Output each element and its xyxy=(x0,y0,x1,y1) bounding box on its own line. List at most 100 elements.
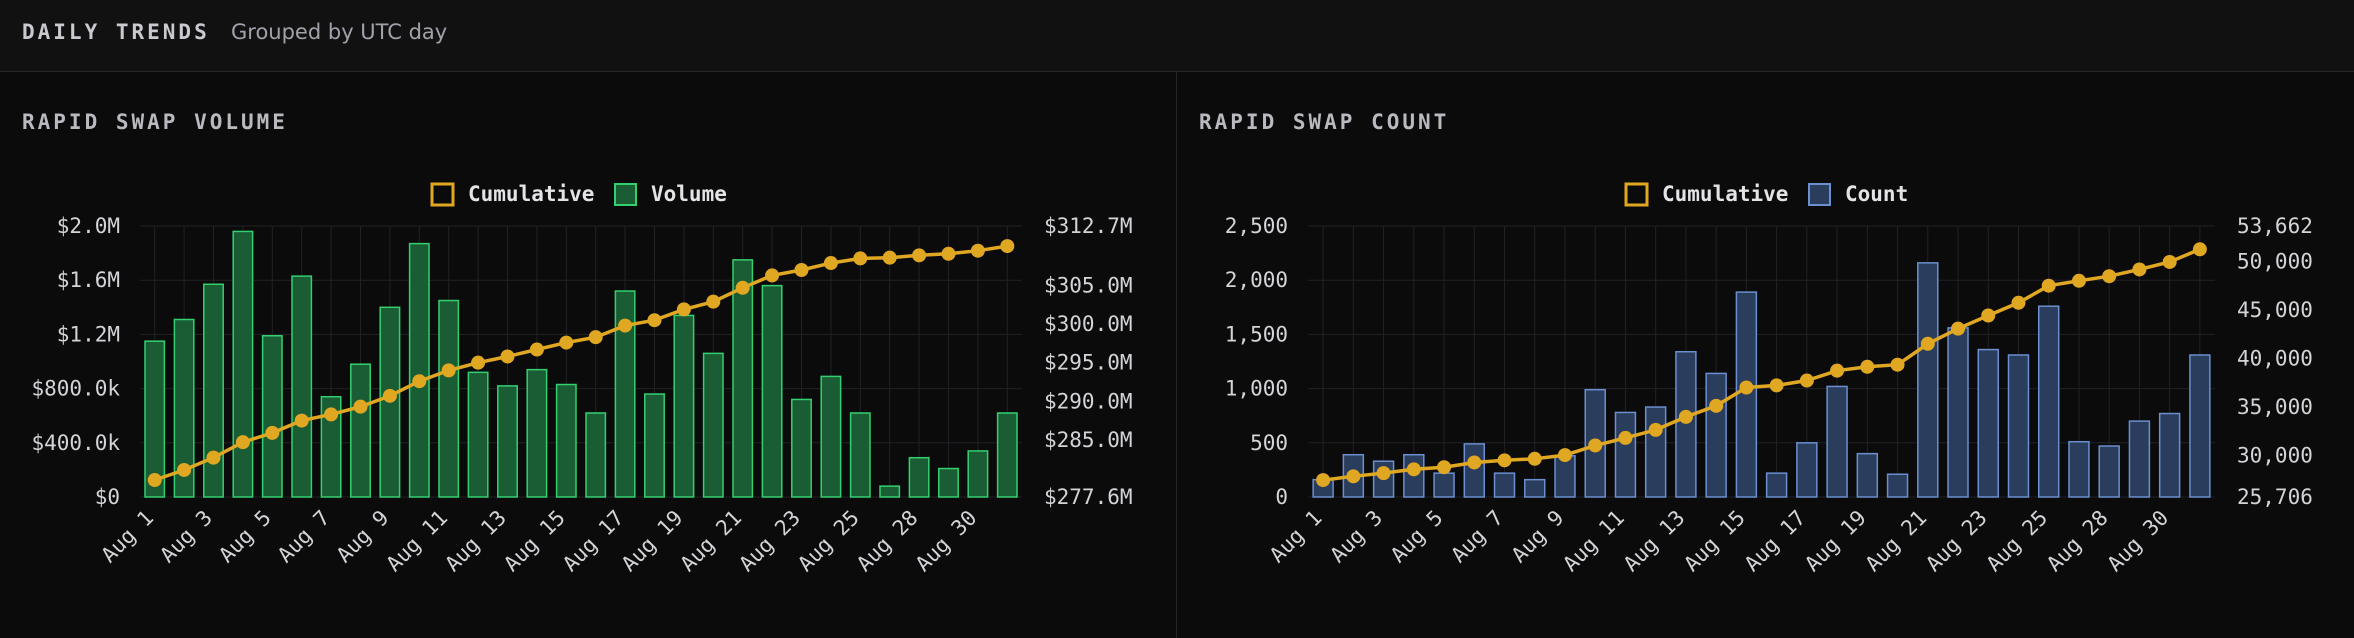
count-bar xyxy=(1917,262,1939,498)
count-bar xyxy=(1765,472,1788,498)
volume-cumulative-point xyxy=(588,330,603,345)
volume-cumulative-point xyxy=(912,248,927,263)
volume-bar xyxy=(732,259,754,498)
count-x-tick-label: Aug 28 xyxy=(2042,506,2113,577)
volume-cumulative-point xyxy=(618,318,633,333)
count-y-right-tick-label: 30,000 xyxy=(2237,443,2313,467)
count-bar xyxy=(1705,372,1727,498)
count-x-tick-label: Aug 21 xyxy=(1861,506,1932,577)
volume-cumulative-point xyxy=(382,388,397,403)
volume-x-tick-label: Aug 15 xyxy=(499,506,570,577)
volume-bar xyxy=(497,385,518,498)
volume-cumulative-point xyxy=(853,251,868,266)
count-cumulative-point xyxy=(2192,242,2207,257)
volume-legend-bar-swatch xyxy=(614,183,637,206)
count-cumulative-point xyxy=(1316,473,1331,488)
count-bar xyxy=(1735,291,1758,498)
volume-bar xyxy=(526,368,548,498)
count-cumulative-point xyxy=(1951,321,1966,336)
volume-y-left-tick-label: $2.0M xyxy=(57,214,120,238)
volume-cumulative-point xyxy=(353,399,368,414)
volume-cumulative-point xyxy=(265,425,280,440)
count-bar xyxy=(1826,385,1848,498)
volume-bar xyxy=(614,290,636,498)
volume-panel-title: RAPID SWAP VOLUME xyxy=(22,110,288,134)
volume-cumulative-point xyxy=(441,363,456,378)
volume-y-left-tick-label: $1.6M xyxy=(57,268,120,292)
count-x-tick-label: Aug 23 xyxy=(1921,506,1992,577)
count-y-left-tick-label: 500 xyxy=(1250,431,1288,455)
volume-bar xyxy=(173,318,195,498)
volume-bar xyxy=(673,314,695,498)
count-cumulative-point xyxy=(2071,273,2086,288)
count-bar xyxy=(1493,472,1516,498)
volume-cumulative-point xyxy=(676,302,691,317)
volume-cumulative-point xyxy=(206,450,221,465)
count-bar xyxy=(1644,406,1667,498)
volume-y-left-tick-label: $1.2M xyxy=(57,322,120,346)
count-y-left-tick-label: 0 xyxy=(1275,485,1288,509)
volume-bar xyxy=(908,456,930,498)
count-bar xyxy=(2098,445,2120,498)
volume-x-tick-label: Aug 25 xyxy=(793,506,864,577)
count-y-left-tick-label: 1,000 xyxy=(1225,377,1288,401)
count-y-right-tick-label: 40,000 xyxy=(2237,346,2313,370)
count-cumulative-point xyxy=(1890,357,1905,372)
volume-cumulative-point xyxy=(529,342,544,357)
volume-cumulative-point xyxy=(294,413,309,428)
count-cumulative-point xyxy=(2162,254,2177,269)
count-panel: RAPID SWAP COUNT 0 500 1,000 1,500 2,000 2,50… xyxy=(1177,72,2354,638)
count-bar xyxy=(2037,305,2060,498)
volume-bar xyxy=(291,275,313,498)
count-cumulative-point xyxy=(1618,430,1633,445)
volume-x-tick-label: Aug 30 xyxy=(911,506,982,577)
volume-bar xyxy=(585,412,607,498)
volume-bar xyxy=(879,485,901,498)
count-y-right-tick-label: 53,662 xyxy=(2237,214,2313,238)
count-cumulative-point xyxy=(1376,466,1391,481)
count-x-tick-label: Aug 3 xyxy=(1325,506,1387,568)
volume-bar xyxy=(467,371,489,498)
count-panel-title: RAPID SWAP COUNT xyxy=(1199,110,1450,134)
volume-y-right-tick-label: $285.0M xyxy=(1044,428,1133,452)
count-x-tick-label: Aug 7 xyxy=(1446,506,1508,568)
count-cumulative-point xyxy=(1678,409,1693,424)
volume-bar xyxy=(232,230,254,498)
volume-y-right-tick-label: $305.0M xyxy=(1044,273,1133,297)
volume-x-tick-label: Aug 1 xyxy=(97,506,159,568)
volume-bar xyxy=(761,284,783,498)
volume-cumulative-point xyxy=(147,473,162,488)
volume-legend-bar-label: Volume xyxy=(651,182,727,206)
volume-bar xyxy=(702,352,724,498)
count-x-tick-label: Aug 19 xyxy=(1800,506,1871,577)
volume-y-left-tick-label: $800.0k xyxy=(31,377,120,401)
count-x-tick-label: Aug 15 xyxy=(1679,506,1750,577)
count-cumulative-point xyxy=(1497,453,1512,468)
count-cumulative-point xyxy=(1981,308,1996,323)
volume-cumulative-point xyxy=(647,313,662,328)
volume-x-tick-label: Aug 7 xyxy=(273,506,335,568)
volume-bar xyxy=(350,363,371,498)
volume-cumulative-point xyxy=(324,407,339,422)
volume-bar xyxy=(320,395,342,498)
count-cumulative-point xyxy=(1588,438,1603,453)
count-bar xyxy=(2189,354,2211,498)
count-cumulative-point xyxy=(1557,448,1572,463)
volume-y-left-tick-label: $0 xyxy=(95,485,120,509)
count-cumulative-point xyxy=(1467,455,1482,470)
volume-x-tick-label: Aug 11 xyxy=(382,506,453,577)
count-x-tick-label: Aug 1 xyxy=(1265,506,1327,568)
count-y-left-tick-label: 2,500 xyxy=(1225,214,1288,238)
volume-x-tick-label: Aug 28 xyxy=(852,506,923,577)
volume-legend-cumulative-swatch xyxy=(430,182,455,207)
volume-bar xyxy=(261,335,283,498)
count-y-right-tick-label: 25,706 xyxy=(2237,485,2313,509)
volume-bar xyxy=(644,393,665,498)
count-bar xyxy=(1886,473,1909,498)
count-cumulative-point xyxy=(1437,460,1452,475)
volume-cumulative-point xyxy=(765,268,780,283)
count-legend-cumulative-swatch xyxy=(1624,182,1649,207)
volume-cumulative-point xyxy=(941,246,956,261)
count-x-tick-label: Aug 25 xyxy=(1982,506,2053,577)
count-y-right-tick-label: 35,000 xyxy=(2237,395,2313,419)
